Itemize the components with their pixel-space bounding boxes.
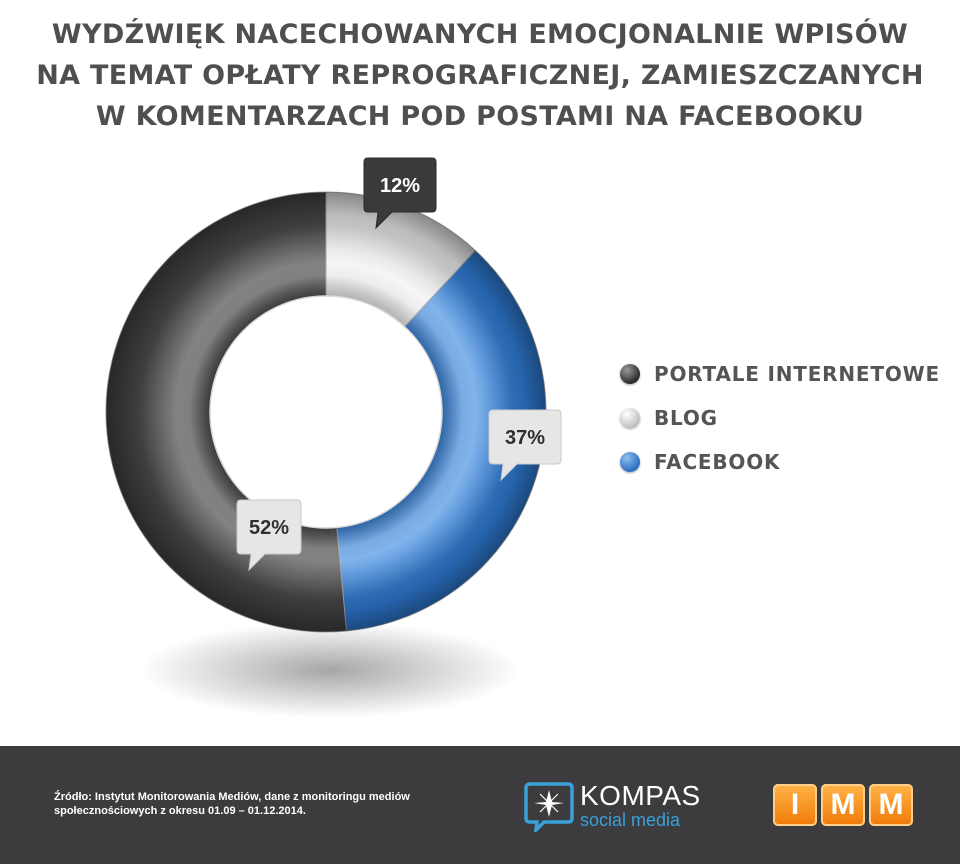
data-label-text-blog: 12% xyxy=(380,175,420,197)
legend-label-blog: BLOG xyxy=(654,406,718,430)
chart-shadow xyxy=(140,622,520,718)
title-line-1: WYDŹWIĘK NACECHOWANYCH EMOCJONALNIE WPIS… xyxy=(51,19,909,50)
source-line-1: Źródło: Instytut Monitorowania Mediów, d… xyxy=(54,791,410,803)
legend-dot-blog xyxy=(620,408,640,428)
imm-tile-3: M xyxy=(869,784,913,826)
legend-label-portale: PORTALE INTERNETOWE xyxy=(654,362,940,386)
legend-item-facebook: FACEBOOK xyxy=(620,440,940,484)
legend-dot-facebook xyxy=(620,452,640,472)
compass-speech-bubble-icon xyxy=(524,782,574,832)
title-line-3: W KOMENTARZACH POD POSTAMI NA FACEBOOKU xyxy=(95,101,865,132)
title-line-2: NA TEMAT OPŁATY REPROGRAFICZNEJ, ZAMIESZ… xyxy=(36,60,924,91)
data-label-text-portale: 52% xyxy=(249,517,289,539)
kompas-sub: social media xyxy=(580,810,681,830)
imm-tile-2: M xyxy=(821,784,865,826)
footer-bar: Źródło: Instytut Monitorowania Mediów, d… xyxy=(0,746,960,864)
source-note: Źródło: Instytut Monitorowania Mediów, d… xyxy=(54,790,474,818)
kompas-name: KOMPAS xyxy=(580,780,701,811)
imm-tile-1: I xyxy=(773,784,817,826)
data-label-blog: 12% xyxy=(363,157,437,230)
imm-logo: I M M xyxy=(773,784,917,826)
legend-item-blog: BLOG xyxy=(620,396,940,440)
source-line-2: społecznościowych z okresu 01.09 – 01.12… xyxy=(54,805,306,817)
data-label-portale: 52% xyxy=(236,499,302,572)
chart-title: WYDŹWIĘK NACECHOWANYCH EMOCJONALNIE WPIS… xyxy=(0,14,960,137)
data-label-text-facebook: 37% xyxy=(505,427,545,449)
legend-item-portale: PORTALE INTERNETOWE xyxy=(620,352,940,396)
donut-hole xyxy=(209,295,443,529)
legend: PORTALE INTERNETOWE BLOG FACEBOOK xyxy=(620,352,940,484)
legend-dot-portale xyxy=(620,364,640,384)
data-label-facebook: 37% xyxy=(488,409,562,482)
legend-label-facebook: FACEBOOK xyxy=(654,450,781,474)
